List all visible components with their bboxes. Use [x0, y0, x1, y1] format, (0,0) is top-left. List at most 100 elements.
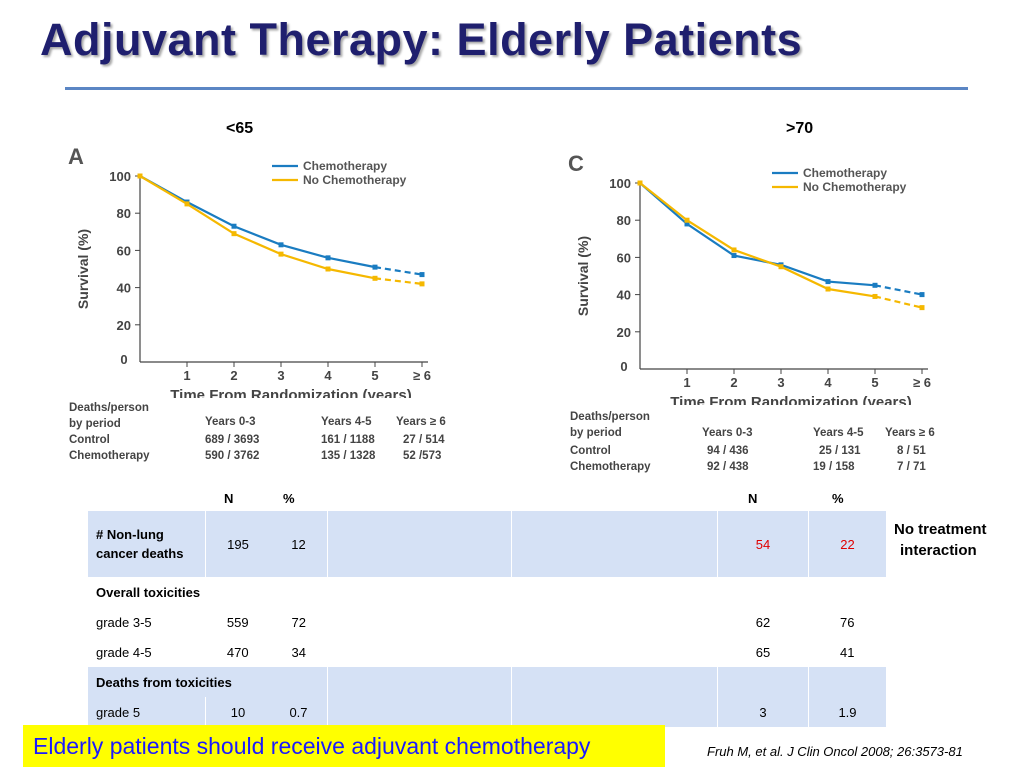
x-axis-label: Time From Randomization (years): [670, 394, 911, 405]
data-point: [825, 286, 831, 292]
y-tick-label: 40: [117, 281, 131, 296]
y-tick-label: 100: [109, 169, 131, 184]
y-tick-label: 20: [117, 318, 131, 333]
x-tick-label: 4: [324, 368, 332, 383]
deaths-cell: 8 / 51: [897, 445, 926, 457]
data-point: [325, 255, 331, 261]
data-point: [231, 231, 237, 237]
y-axis-label: Survival (%): [75, 229, 91, 309]
data-point: [731, 247, 737, 253]
series-line-no-chemotherapy: [639, 182, 876, 298]
data-point: [919, 292, 925, 298]
tox-cell-p1: 12: [270, 511, 328, 577]
deaths-cell: 92 / 438: [707, 461, 749, 473]
data-point: [872, 282, 878, 288]
x-tick-label: 2: [230, 368, 237, 383]
deaths-cell: 94 / 436: [707, 445, 749, 457]
citation: Fruh M, et al. J Clin Oncol 2008; 26:357…: [707, 744, 963, 759]
tox-cell-n1: 470: [226, 644, 249, 660]
deaths-header: Years ≥ 6: [885, 427, 935, 439]
deaths-cell: 25 / 131: [819, 445, 861, 457]
data-point: [872, 293, 878, 299]
legend-label: Chemotherapy: [803, 166, 887, 180]
data-point: [372, 275, 378, 281]
deaths-row-label: Chemotherapy: [570, 461, 651, 473]
series-extrapolation: [874, 284, 923, 296]
x-tick-label: ≥ 6: [413, 368, 431, 383]
table-row: grade 5 10 0.7 3 1.9: [88, 697, 886, 727]
tox-cell-n1: 559: [226, 614, 249, 630]
tox-row-label: grade 4-5: [96, 644, 152, 660]
group-label-under-65: <65: [226, 120, 254, 137]
data-point: [372, 264, 378, 270]
tox-cell-n1: 195: [205, 511, 270, 577]
note-line2: interaction: [900, 542, 977, 559]
y-axis-label: Survival (%): [575, 236, 591, 316]
data-point: [825, 279, 831, 285]
tox-row-label: grade 3-5: [96, 614, 152, 630]
deaths-header: Years ≥ 6: [396, 416, 446, 428]
series-extrapolation: [374, 277, 423, 285]
tox-cell-p1: 0.7: [270, 697, 328, 727]
tox-cell-n2: 65: [755, 644, 771, 660]
deaths-cell: 7 / 71: [897, 461, 926, 473]
x-tick-label: 2: [730, 375, 737, 390]
series-line-chemotherapy: [639, 182, 876, 287]
deaths-header: Years 0-3: [205, 416, 256, 428]
legend-label: No Chemotherapy: [303, 173, 407, 187]
data-point: [278, 251, 284, 257]
legend-label: No Chemotherapy: [803, 180, 907, 194]
tox-col-pct-right: %: [832, 491, 844, 506]
deaths-cell: 161 / 1188: [321, 434, 375, 446]
y-tick-label: 40: [617, 288, 631, 303]
legend-label: Chemotherapy: [303, 159, 387, 173]
x-tick-label: ≥ 6: [913, 375, 931, 390]
y-tick-label: 20: [617, 325, 631, 340]
tox-cell-n2: 62: [755, 614, 771, 630]
deaths-row-label: Control: [69, 434, 110, 446]
tox-cell-p2: 41: [840, 644, 855, 660]
x-tick-label: 0: [120, 352, 127, 367]
deaths-table-a: Deaths/person by period Years 0-3 Years …: [69, 400, 469, 470]
conclusion-banner: Elderly patients should receive adjuvant…: [23, 725, 665, 767]
tox-cell-p1: 72: [291, 614, 306, 630]
group-label-over-70: >70: [786, 120, 814, 137]
x-tick-label: 4: [824, 375, 832, 390]
data-point: [778, 264, 784, 270]
x-tick-label: 5: [871, 375, 878, 390]
deaths-header: Years 4-5: [321, 416, 372, 428]
x-tick-label: 3: [777, 375, 784, 390]
deaths-cell: 19 / 158: [813, 461, 855, 473]
series-line-chemotherapy: [139, 175, 376, 269]
tox-row-label: grade 5: [88, 697, 206, 727]
x-tick-label: 5: [371, 368, 378, 383]
tox-col-n-left: N: [224, 491, 234, 506]
x-tick-label: 1: [683, 375, 690, 390]
table-row: Overall toxicities: [88, 577, 886, 607]
deaths-cell: 590 / 3762: [205, 450, 260, 462]
table-row: grade 3-5 559 72 62 76: [88, 607, 886, 637]
y-tick-label: 60: [117, 243, 131, 258]
deaths-label-line1: Deaths/person: [570, 411, 650, 423]
interaction-note: No treatment interaction: [894, 519, 987, 561]
tox-row-label: # Non-lung cancer deaths: [88, 511, 206, 577]
panel-letter: C: [568, 151, 584, 176]
tox-cell-p2: 1.9: [808, 697, 886, 727]
y-tick-label: 100: [609, 176, 631, 191]
data-point: [684, 217, 690, 223]
tox-cell-p2: 22: [808, 511, 886, 577]
tox-cell-p2: 76: [840, 614, 855, 630]
tox-col-n-right: N: [748, 491, 758, 506]
toxicity-table: # Non-lung cancer deaths 195 12 54 22 Ov…: [88, 511, 886, 727]
tox-col-pct-left: %: [283, 491, 295, 506]
deaths-cell: 27 / 514: [403, 434, 445, 446]
x-tick-label: 3: [277, 368, 284, 383]
data-point: [731, 253, 737, 259]
deaths-label-line2: by period: [570, 427, 622, 439]
tox-cell-n1: 10: [205, 697, 270, 727]
y-tick-label: 80: [117, 206, 131, 221]
data-point: [184, 201, 190, 207]
panel-letter: A: [68, 144, 84, 169]
